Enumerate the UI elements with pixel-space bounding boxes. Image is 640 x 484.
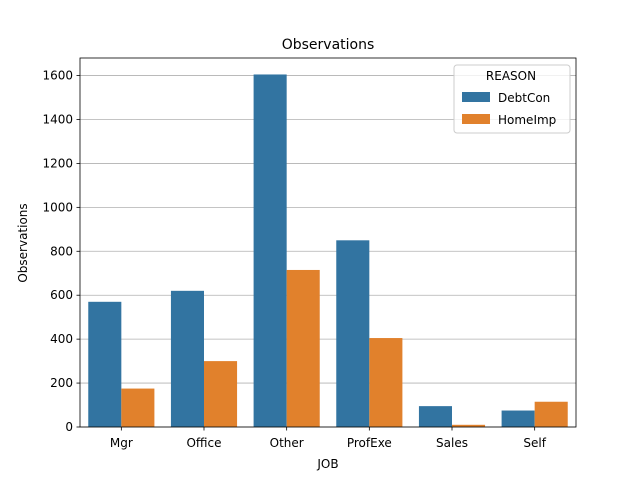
legend-label-debtcon: DebtCon — [498, 91, 550, 105]
legend-items: DebtCon HomeImp — [462, 91, 556, 127]
y-tick-label: 0 — [65, 420, 73, 434]
x-axis-ticks: Mgr Office Other ProfExe Sales Self — [110, 427, 547, 450]
bar-debtcon-profexe — [336, 240, 370, 427]
axes — [79, 57, 577, 428]
legend-swatch-homeimp — [462, 114, 490, 124]
bar-homeimp-mgr — [121, 388, 155, 427]
y-tick-label: 1400 — [42, 113, 73, 127]
y-axis-label: Observations — [16, 203, 30, 282]
bar-debtcon-office — [170, 290, 204, 427]
bar-homeimp-other — [286, 269, 320, 427]
bar-debtcon-mgr — [88, 301, 122, 427]
x-tick-label: ProfExe — [347, 436, 392, 450]
x-tick-label: Office — [186, 436, 221, 450]
chart-title: Observations — [282, 37, 375, 53]
y-tick-label: 1000 — [42, 200, 73, 214]
bar-homeimp-sales — [452, 424, 486, 427]
x-tick-label: Self — [523, 436, 546, 450]
bar-debtcon-sales — [418, 406, 452, 427]
plot-frame — [79, 57, 577, 428]
legend-title: REASON — [486, 69, 536, 83]
legend-label-homeimp: HomeImp — [498, 113, 556, 127]
x-tick-label: Sales — [436, 436, 468, 450]
legend: REASON DebtCon HomeImp — [453, 64, 571, 134]
x-axis-label: JOB — [316, 457, 338, 471]
x-tick-label: Mgr — [110, 436, 133, 450]
y-tick-label: 1200 — [42, 156, 73, 170]
y-axis-ticks: 0 200 400 600 800 1000 1200 1400 1600 — [42, 69, 80, 434]
x-tick-label: Other — [270, 436, 304, 450]
bar-homeimp-self — [534, 401, 568, 427]
bar-homeimp-office — [204, 361, 238, 427]
y-tick-label: 1600 — [42, 69, 73, 83]
legend-swatch-debtcon — [462, 92, 490, 102]
y-tick-label: 400 — [50, 332, 73, 346]
y-tick-label: 600 — [50, 288, 73, 302]
bars — [88, 74, 568, 428]
bar-debtcon-self — [501, 410, 535, 427]
bar-homeimp-profexe — [369, 338, 403, 427]
y-tick-label: 200 — [50, 376, 73, 390]
y-tick-label: 800 — [50, 244, 73, 258]
bar-debtcon-other — [253, 74, 287, 428]
